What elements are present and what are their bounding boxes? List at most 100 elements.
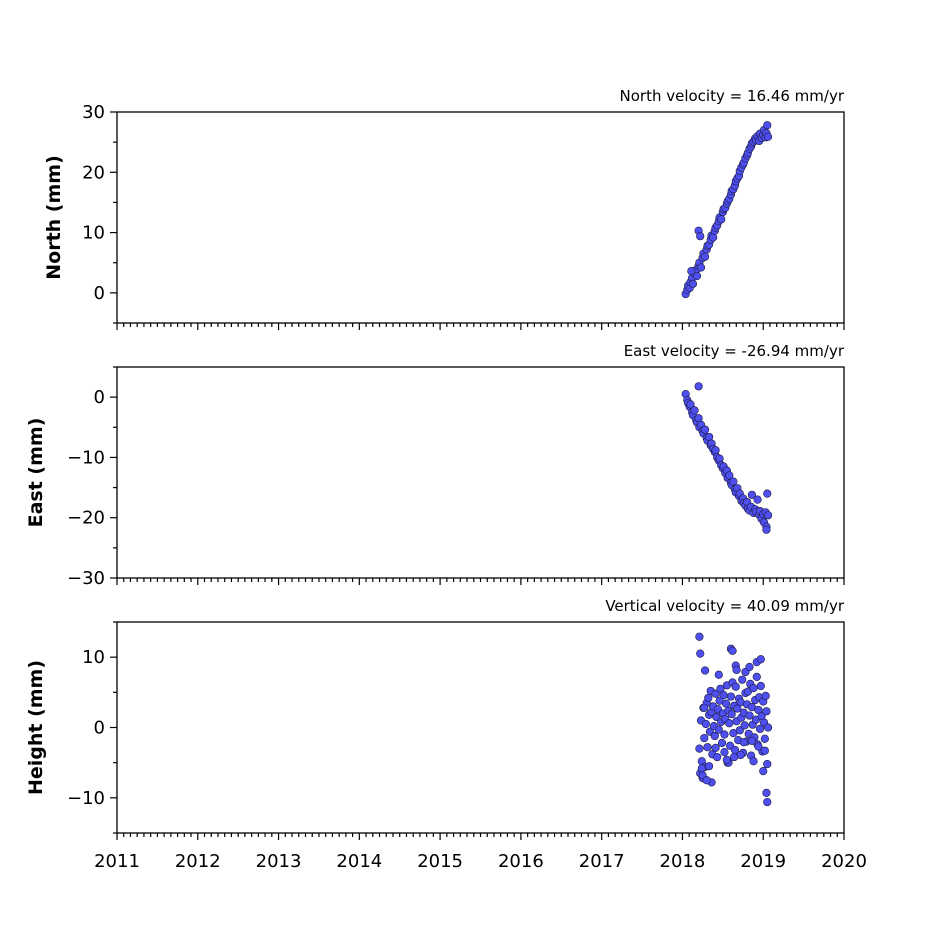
north-y-tick-label: 10 <box>82 223 105 244</box>
x-tick-label: 2016 <box>498 851 544 872</box>
height-data-point <box>703 743 712 752</box>
height-data-point <box>747 736 757 745</box>
x-tick-label: 2018 <box>660 851 706 872</box>
height-data-point <box>719 691 728 700</box>
height-data-point <box>727 710 736 719</box>
height-data-point <box>728 646 737 655</box>
east-y-tick-label: 0 <box>94 387 105 408</box>
height-data-point <box>763 759 772 769</box>
x-tick-label: 2019 <box>740 851 786 872</box>
north-data-point <box>692 271 702 281</box>
north-velocity-title: North velocity = 16.46 mm/yr <box>620 87 845 105</box>
height-y-tick-label: −10 <box>67 788 105 809</box>
height-panel: −10 0 10 2011 2012 2013 2014 2015 2016 2017 2018 20… <box>25 597 867 872</box>
height-data-point <box>756 681 765 691</box>
height-data-point <box>716 684 725 693</box>
height-data-point <box>725 719 734 728</box>
x-tick-label: 2013 <box>256 851 302 872</box>
east-velocity-title: East velocity = -26.94 mm/yr <box>624 342 845 360</box>
height-data-point <box>720 730 729 739</box>
height-data-point <box>721 699 731 708</box>
east-data-point <box>763 511 773 520</box>
height-data-point <box>735 726 744 735</box>
north-panel: 0 10 20 30 North (mm) North velocity = 16.46 … <box>43 87 845 330</box>
height-y-tick-label: 10 <box>82 647 105 668</box>
east-data-point <box>753 495 762 504</box>
height-data-point <box>745 662 754 672</box>
east-data-point <box>763 489 772 498</box>
east-data-point <box>700 425 710 434</box>
x-tick-label: 2020 <box>821 851 867 872</box>
height-data-point <box>702 776 711 785</box>
height-data-point <box>697 764 706 773</box>
x-tick-label: 2012 <box>175 851 221 872</box>
height-data-point <box>755 724 765 734</box>
height-data-point <box>700 733 709 743</box>
north-data-point <box>696 263 706 272</box>
height-data-point <box>745 711 754 720</box>
north-data-point <box>763 121 772 130</box>
north-data-point <box>688 279 698 288</box>
north-data-point <box>717 215 726 224</box>
north-data-point <box>709 233 718 242</box>
east-panel: −30 −20 −10 0 East (mm) East velocity = -26.9… <box>25 342 845 589</box>
north-data-point <box>700 252 710 261</box>
height-velocity-title: Vertical velocity = 40.09 mm/yr <box>605 597 845 615</box>
height-data-point <box>711 743 720 752</box>
height-data-point <box>696 649 705 658</box>
height-data-point <box>705 762 714 771</box>
height-data-point <box>762 707 771 716</box>
height-data-point <box>717 738 727 748</box>
north-data-point <box>763 132 773 141</box>
height-data-point <box>759 767 768 776</box>
height-data-point <box>700 703 709 712</box>
height-data-point <box>732 665 741 674</box>
north-y-tick-label: 20 <box>82 162 105 183</box>
height-data-point <box>712 712 721 722</box>
height-data-point <box>714 670 723 679</box>
height-data-point <box>701 719 710 729</box>
east-data-point <box>711 446 720 455</box>
east-y-tick-label: −10 <box>67 447 105 468</box>
height-data-point <box>733 704 742 713</box>
height-data-point <box>700 666 710 675</box>
height-data-point <box>731 682 740 691</box>
height-data-point <box>752 672 761 681</box>
height-y-tick-label: 0 <box>94 718 105 739</box>
east-data-point <box>690 406 699 415</box>
height-data-point <box>739 738 748 747</box>
height-data-point <box>714 725 723 734</box>
height-data-point <box>720 748 729 757</box>
x-tick-label: 2014 <box>336 851 382 872</box>
height-data-point <box>740 721 749 730</box>
north-data-point <box>696 232 705 241</box>
height-y-axis-label: Height (mm) <box>25 660 47 795</box>
height-data-point <box>695 744 704 753</box>
east-data-point <box>686 400 695 409</box>
height-data-point <box>730 752 739 762</box>
height-data-point <box>763 723 773 732</box>
north-y-tick-label: 30 <box>82 102 105 123</box>
north-y-axis-label: North (mm) <box>43 155 65 280</box>
north-plot-frame <box>116 111 845 324</box>
height-data-point <box>695 632 704 641</box>
height-data-point <box>710 731 719 741</box>
east-data-point <box>694 382 703 391</box>
height-data-point <box>761 691 770 700</box>
east-y-axis-label: East (mm) <box>25 418 47 528</box>
east-y-tick-label: −20 <box>67 508 105 529</box>
height-data-point <box>754 705 763 715</box>
height-data-point <box>726 692 736 701</box>
height-data-point <box>722 755 731 764</box>
east-y-tick-label: −30 <box>67 568 105 589</box>
east-data-point <box>762 525 771 534</box>
height-data-point <box>711 689 720 698</box>
height-data-point <box>713 752 722 762</box>
height-data-point <box>749 684 758 693</box>
x-tick-label: 2015 <box>417 851 463 872</box>
height-data-point <box>762 788 771 798</box>
east-data-point <box>715 454 724 463</box>
east-plot-frame <box>116 366 845 579</box>
north-y-tick-label: 0 <box>94 283 105 304</box>
